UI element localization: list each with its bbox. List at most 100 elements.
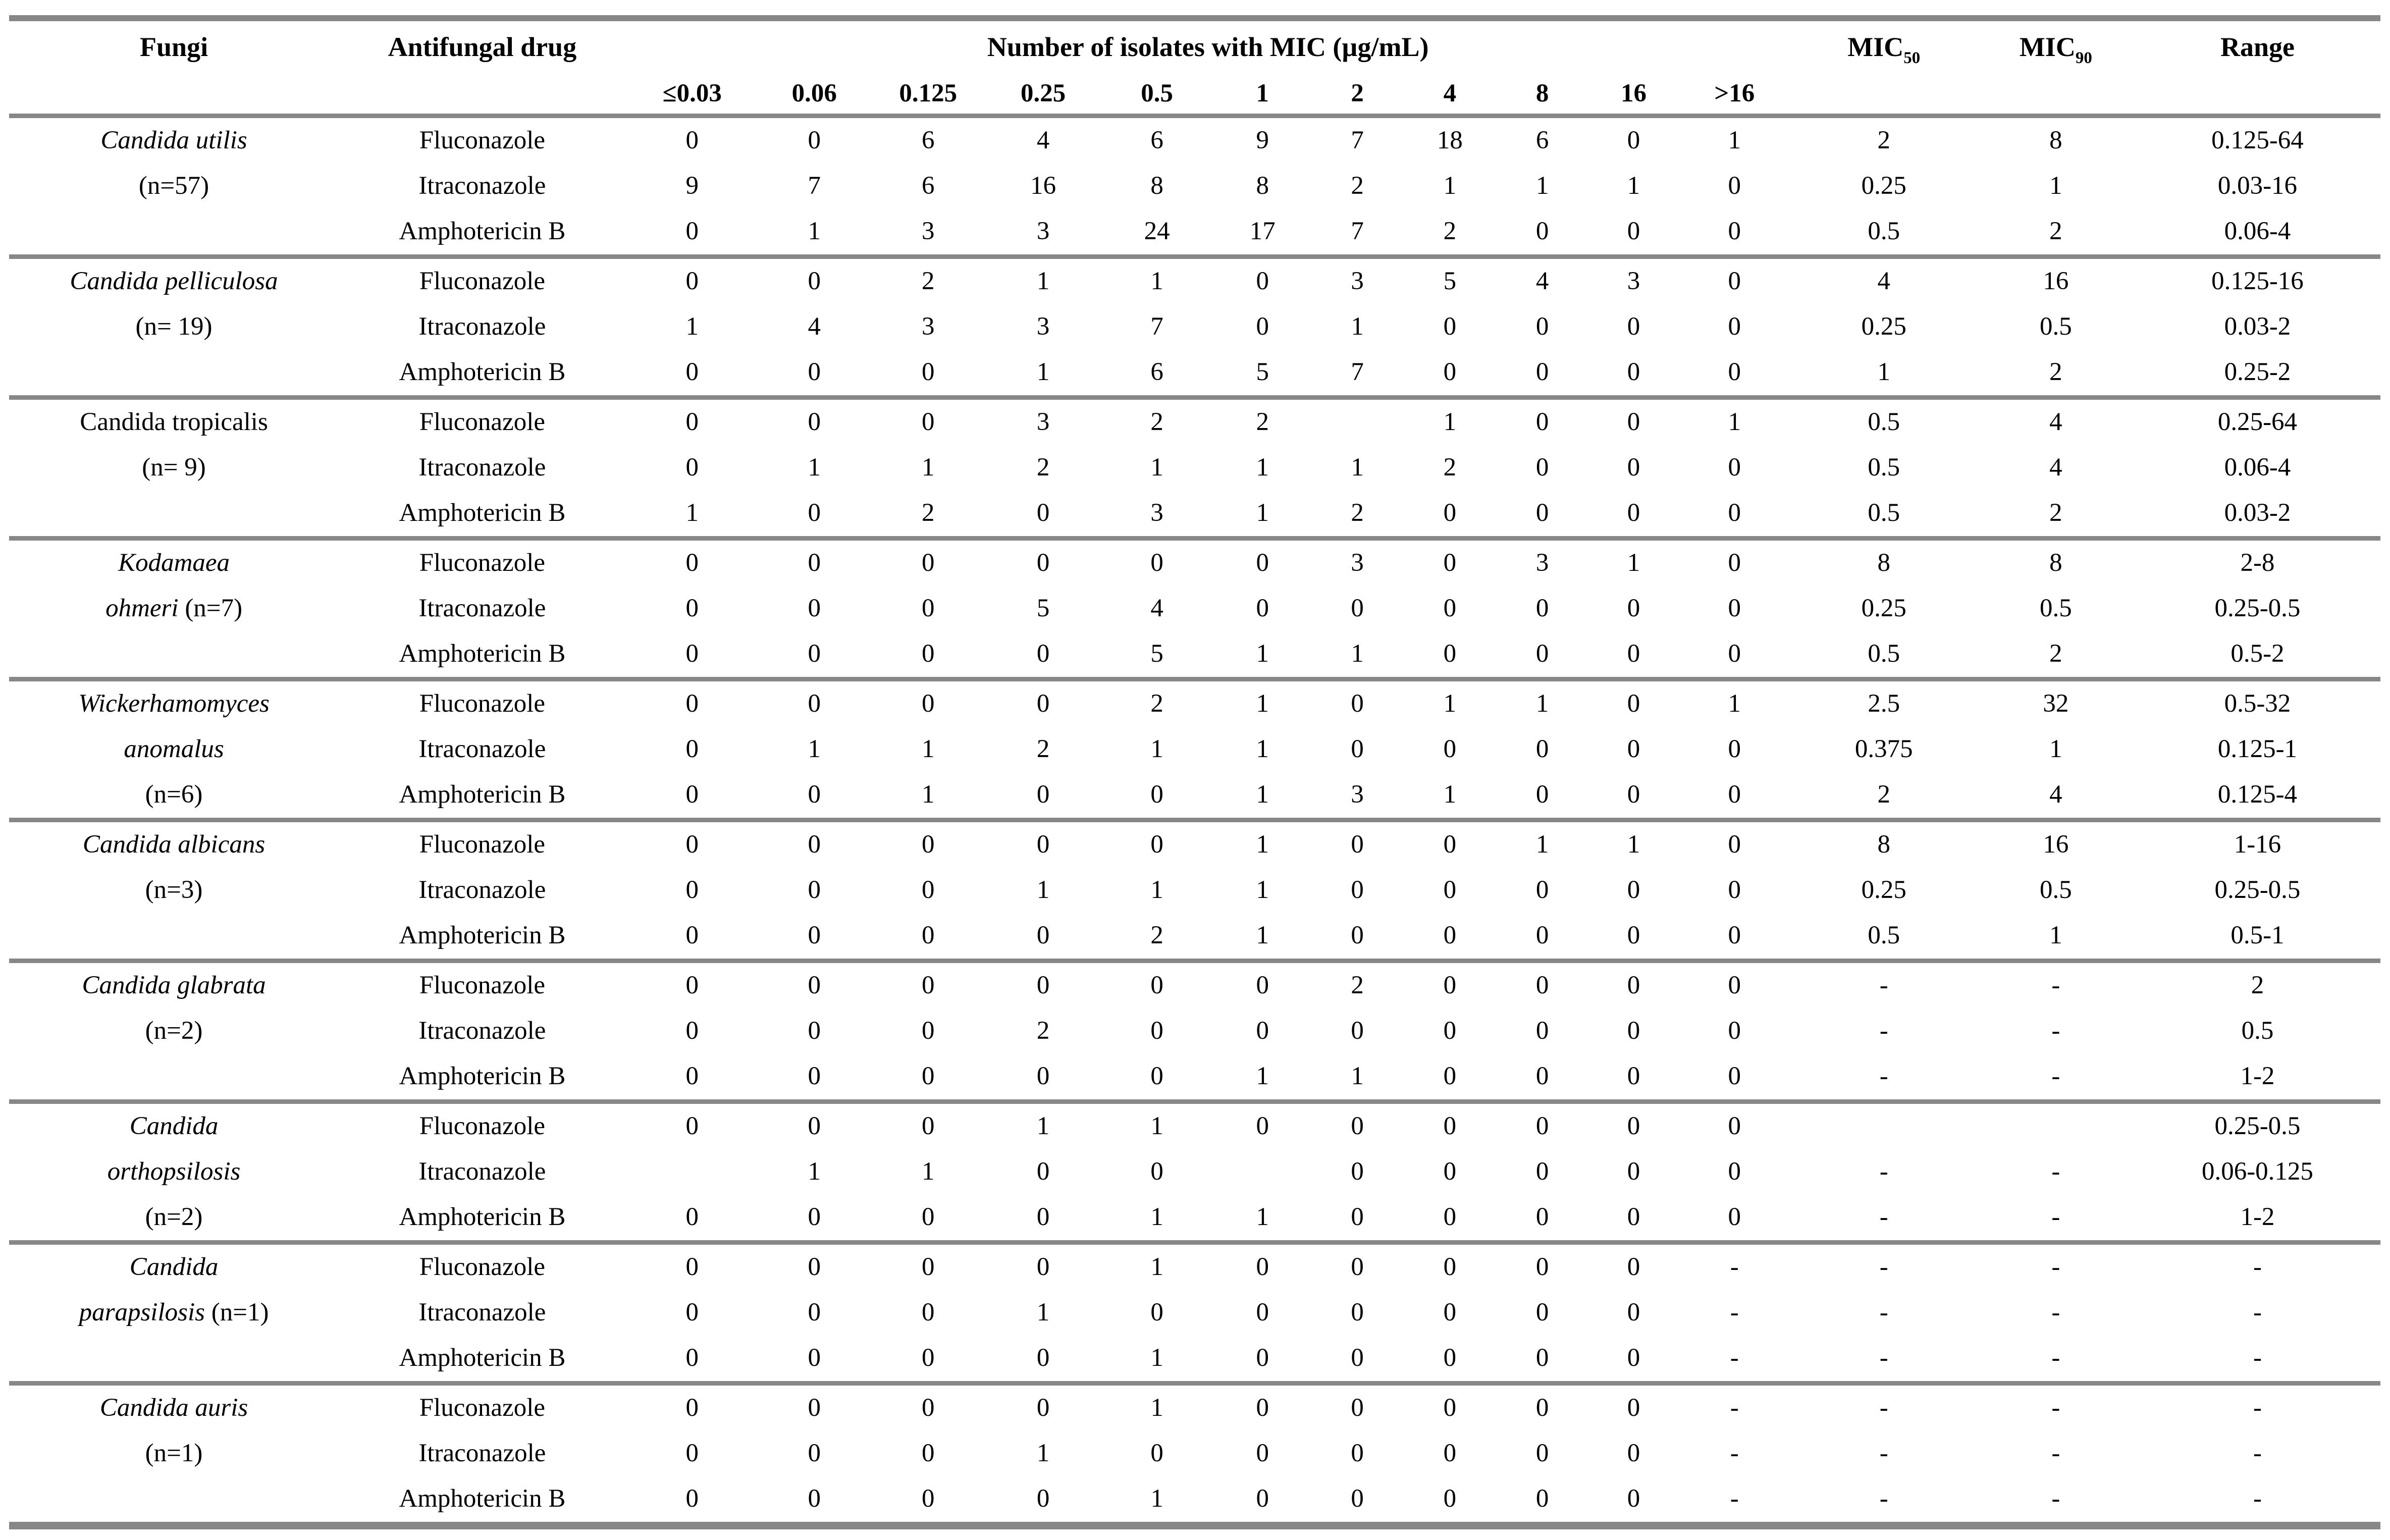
drug-cell: Itraconazole: [418, 1298, 546, 1326]
mic-count-cell: 3: [1351, 548, 1364, 577]
fungus-name-line: Candida glabrata: [9, 963, 339, 1008]
table-row: Kodamaea ohmeri (n=7) Fluconazole 0 0 0 0 0 0 3 0 3…: [9, 539, 2381, 622]
fungus-name-cell: Candida glabrata (n=2): [9, 961, 339, 1102]
mic-count-cell: 0: [1036, 1343, 1050, 1372]
mic-count-cell: -: [1730, 1484, 1739, 1513]
mic-count-cell: 0: [1351, 1252, 1364, 1281]
sample-count-text: (n=7): [178, 594, 243, 622]
mic-count-cell: 0: [1728, 1061, 1741, 1090]
mic-count-cell: 0: [808, 1111, 821, 1140]
mic-count-cell: 0: [1535, 407, 1549, 436]
mic-count-cell: 0: [922, 639, 935, 668]
mic-count-cell: 0: [1256, 1298, 1269, 1326]
mic-count-cell: 0: [808, 407, 821, 436]
table-row: Itraconazole 0 1 1 2 1 1 1 2 0 0 0 0.5 4 0.06-4: [9, 445, 2381, 491]
mic-count-cell: 0: [685, 126, 699, 154]
mic50-label: MIC: [1847, 31, 1904, 62]
mic-count-cell: 0: [1150, 780, 1163, 809]
mic-count-cell: 0: [1627, 639, 1640, 668]
table-row: Itraconazole 0 0 0 5 4 0 0 0 0 0 0 0.25 0.5 0.25-0.5: [9, 586, 2381, 631]
mic-count-cell: 0: [1351, 1298, 1364, 1326]
table-row: Itraconazole 9 7 6 16 8 8 2 1 1 1 0 0.25 1 0.03-16: [9, 164, 2381, 209]
mic-count-cell: 0: [808, 1439, 821, 1467]
mic-count-cell: 0: [1351, 1202, 1364, 1231]
mic-count-cell: 0: [808, 780, 821, 809]
mic-count-cell: 1: [1150, 1111, 1163, 1140]
mic-count-cell: 0: [808, 921, 821, 949]
fungus-name-line: Candida auris: [9, 1386, 339, 1431]
mic-count-cell: 24: [1144, 217, 1170, 245]
mic90-cell: 2: [2049, 217, 2062, 245]
mic-count-cell: 1: [1535, 171, 1549, 200]
mic-count-cell: 0: [1256, 267, 1269, 295]
fungus-name-line: Candida tropicalis: [9, 400, 339, 445]
mic-count-cell: 5: [1443, 267, 1457, 295]
drug-cell: Fluconazole: [419, 1252, 546, 1281]
mic-count-cell: 1: [1256, 734, 1269, 763]
mic-count-cell: 0: [808, 1484, 821, 1513]
mic-count-cell: 0: [1728, 1016, 1741, 1045]
mic-count-cell: 7: [1150, 312, 1163, 341]
mic-count-cell: 6: [922, 171, 935, 200]
mic-count-cell: 0: [1728, 734, 1741, 763]
mic-count-cell: 0: [1351, 1393, 1364, 1422]
mic-count-cell: 0: [1443, 1484, 1457, 1513]
mic-count-cell: 1: [1728, 407, 1741, 436]
table-row: Amphotericin B 0 0 0 0 1 0 0 0 0 0 - - - -: [9, 1476, 2381, 1526]
mic-count-cell: 1: [1150, 875, 1163, 904]
sample-count-text: (n=3): [145, 875, 203, 904]
mic-count-cell: 0: [685, 780, 699, 809]
mic-count-cell: 0: [922, 1061, 935, 1090]
mic-count-cell: 0: [1728, 971, 1741, 999]
fungus-name-cell: Candida tropicalis (n= 9): [9, 398, 339, 539]
mic-count-cell: 0: [1351, 734, 1364, 763]
mic90-cell: -: [2051, 1484, 2060, 1513]
mic-count-cell: 0: [1535, 639, 1549, 668]
fungus-name-line: [9, 631, 339, 677]
table-row: Candida utilis (n=57) Fluconazole 0 0 6 4 6 9 7 18…: [9, 116, 2381, 200]
mic50-cell: -: [1879, 1061, 1888, 1090]
mic-count-cell: 0: [1036, 1157, 1050, 1186]
mic-count-cell: 0: [1443, 357, 1457, 386]
mic-breakpoint-header: ≤0.03: [662, 78, 722, 107]
mic-count-cell: 0: [685, 407, 699, 436]
sample-count-text: (n=1): [145, 1439, 203, 1467]
mic-count-cell: 0: [1728, 548, 1741, 577]
mic-count-cell: 2: [1150, 921, 1163, 949]
mic-count-cell: 0: [808, 594, 821, 622]
fungus-name-line: parapsilosis (n=1): [9, 1290, 339, 1336]
mic50-cell: -: [1879, 1343, 1888, 1372]
mic-count-cell: 0: [1627, 1111, 1640, 1140]
mic-count-cell: 0: [1728, 830, 1741, 859]
mic90-cell: 8: [2049, 548, 2062, 577]
mic-breakpoint-header: 0.125: [899, 78, 958, 107]
mic-count-cell: 0: [685, 267, 699, 295]
mic-count-cell: 0: [1728, 1202, 1741, 1231]
drug-cell: Itraconazole: [418, 1157, 546, 1186]
mic-count-cell: 7: [1351, 357, 1364, 386]
range-cell: 0.06-4: [2224, 453, 2291, 482]
mic90-cell: 4: [2049, 407, 2062, 436]
table-row: Amphotericin B 0 0 1 0 0 1 3 1 0 0 0 2 4 0.125-4: [9, 772, 2381, 820]
col-header-antifungal-drug: Antifungal drug: [388, 31, 577, 62]
mic-count-cell: 0: [685, 1252, 699, 1281]
sample-count-text: (n=1): [205, 1298, 269, 1326]
mic50-cell: 0.5: [1868, 217, 1900, 245]
mic-count-cell: 6: [1150, 126, 1163, 154]
mic-count-cell: 8: [1150, 171, 1163, 200]
mic90-cell: 2: [2049, 357, 2062, 386]
mic-count-cell: 1: [1150, 1484, 1163, 1513]
mic-count-cell: -: [1730, 1343, 1739, 1372]
fungus-group: Candida utilis (n=57) Fluconazole 0 0 6 4 6 9 7 18…: [9, 116, 2381, 257]
drug-cell: Fluconazole: [419, 407, 546, 436]
mic-count-cell: 0: [1627, 1393, 1640, 1422]
species-name-text: anomalus: [124, 734, 224, 763]
species-name-text: Candida: [129, 1252, 219, 1281]
mic-count-cell: 0: [1627, 126, 1640, 154]
mic-count-cell: 2: [1351, 171, 1364, 200]
fungus-name-line: anomalus: [9, 727, 339, 772]
fungus-name-line: Kodamaea: [9, 541, 339, 586]
mic-count-cell: 0: [1351, 689, 1364, 718]
mic-count-cell: 1: [1150, 453, 1163, 482]
